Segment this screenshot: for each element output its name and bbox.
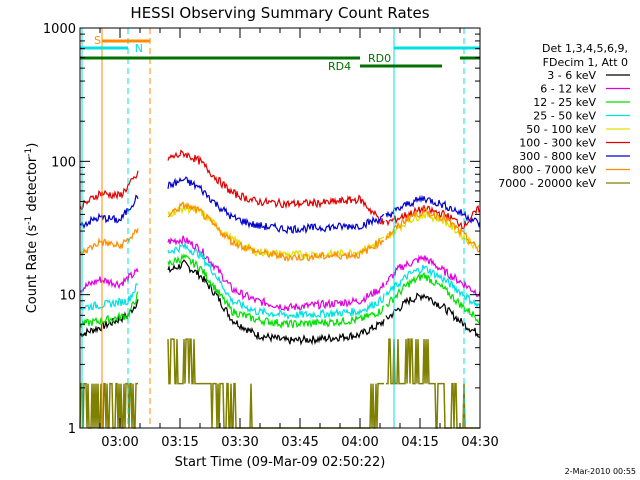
RD0-label: RD0 (368, 52, 391, 65)
y-tick-label: 100 (51, 155, 76, 170)
series-line (79, 267, 139, 293)
y-tick-label: 1 (68, 422, 76, 437)
series-line (167, 176, 385, 235)
legend-label: 3 - 6 keV (547, 69, 596, 82)
legend: Det 1,3,4,5,6,9, FDecim 1, Att 0 3 - 6 k… (498, 42, 630, 190)
x-tick-label: 04:00 (341, 435, 378, 450)
x-tick-label: 03:45 (281, 435, 318, 450)
y-axis-label: Count Rate (s-1 detector-1) (24, 143, 40, 314)
series-line (386, 338, 480, 429)
series-line (79, 170, 139, 212)
chart-title: HESSI Observing Summary Count Rates (130, 4, 429, 22)
series-line (79, 291, 139, 329)
series-line (385, 209, 481, 253)
series-line (167, 201, 385, 263)
series-line (79, 283, 139, 312)
series-line (167, 203, 385, 261)
legend-label: 12 - 25 keV (533, 96, 596, 109)
series-line (385, 264, 481, 308)
series-line (167, 338, 384, 429)
legend-label: 6 - 12 keV (540, 83, 596, 96)
series-line (79, 228, 139, 258)
y-label-exp-1: -1 (24, 216, 34, 225)
y-label-part-1: Count Rate (s (25, 225, 40, 314)
series-layer (79, 149, 481, 429)
legend-label: 800 - 7000 keV (512, 164, 596, 177)
series-line (167, 235, 385, 312)
x-tick-label: 04:30 (461, 435, 498, 450)
y-tick-label: 1000 (43, 22, 76, 37)
series-6 (79, 176, 481, 235)
series-line (167, 253, 385, 329)
series-8 (79, 338, 480, 429)
series-4 (167, 203, 481, 261)
series-line (167, 259, 385, 346)
x-axis-label: Start Time (09-Mar-09 02:50:22) (175, 455, 386, 470)
S-label: S (94, 34, 101, 47)
N-label: N (135, 42, 143, 55)
footer-date: 2-Mar-2010 00:55 (565, 467, 636, 476)
series-5 (79, 149, 481, 230)
legend-header-line-1: Det 1,3,4,5,6,9, (542, 42, 628, 55)
series-line (385, 254, 481, 298)
series-line (385, 194, 481, 229)
legend-header-line-2: FDecim 1, Att 0 (543, 56, 628, 69)
x-tick-label: 03:15 (161, 435, 198, 450)
legend-label: 25 - 50 keV (533, 110, 596, 123)
y-tick-label: 10 (59, 289, 76, 304)
y-label-exp-2: -1 (24, 148, 34, 157)
y-label-part-3: ) (25, 143, 40, 148)
y-axis: 1 10 100 1000 (43, 22, 480, 437)
legend-label: 300 - 800 keV (519, 150, 596, 163)
legend-label: 7000 - 20000 keV (498, 177, 596, 190)
marker-layer: S N RD0 RD4 (80, 28, 480, 428)
series-line (385, 205, 481, 230)
x-axis: 03:00 03:15 03:30 03:45 04:00 04:15 04:30 (79, 28, 499, 450)
legend-label: 50 - 100 keV (526, 123, 596, 136)
x-tick-label: 04:15 (401, 435, 438, 450)
y-label-part-2: detector (25, 156, 40, 216)
series-line (167, 243, 385, 321)
series-line (79, 194, 139, 230)
RD4-label: RD4 (328, 60, 351, 73)
series-line (167, 149, 385, 225)
series-2 (79, 253, 481, 329)
x-tick-label: 03:00 (101, 435, 138, 450)
legend-label: 100 - 300 keV (519, 137, 596, 150)
x-tick-label: 03:30 (221, 435, 258, 450)
series-line (79, 382, 138, 429)
